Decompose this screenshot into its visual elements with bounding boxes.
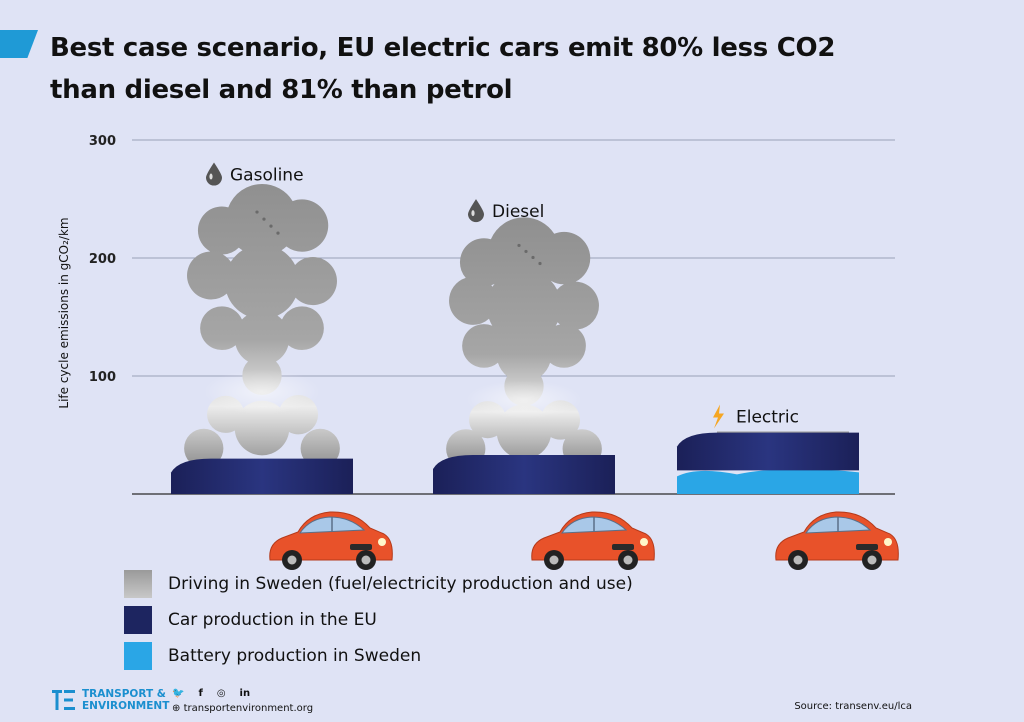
category-label-electric: Electric <box>736 407 799 427</box>
te-logo-icon <box>52 690 75 710</box>
legend-label-battery-production: Battery production in Sweden <box>168 646 422 666</box>
soot-particle <box>524 249 528 254</box>
soot-particle <box>269 224 273 228</box>
driving-emissions-bar-gasoline-fill <box>184 184 340 469</box>
legend-swatch-battery-production <box>124 642 152 670</box>
battery-production-bar-electric <box>677 468 859 494</box>
driving-emissions-bar-gasoline <box>184 184 340 469</box>
source-note: Source: transenv.eu/lca <box>794 701 912 712</box>
legend-item-driving: Driving in Sweden (fuel/electricity prod… <box>124 566 633 602</box>
soot-particle <box>255 210 259 214</box>
fuel-drop-icon <box>206 162 222 186</box>
soot-particle <box>262 217 266 221</box>
brand-line-2: ENVIRONMENT <box>82 700 170 712</box>
legend-label-car-production: Car production in the EU <box>168 610 377 630</box>
title-line-1: Best case scenario, EU electric cars emi… <box>50 33 836 63</box>
website-link[interactable]: ⊕ transportenvironment.org <box>172 703 313 714</box>
twitter-icon[interactable]: 🐦 <box>172 688 185 699</box>
linkedin-icon[interactable]: in <box>239 688 251 699</box>
car-production-bar-diesel <box>433 455 615 494</box>
soot-particle <box>531 255 535 260</box>
te-logo: TRANSPORT & ENVIRONMENT <box>52 688 169 712</box>
driving-emissions-bar-diesel <box>446 217 602 468</box>
category-label-gasoline: Gasoline <box>230 166 304 186</box>
driving-emissions-bar-diesel-glow <box>465 380 583 419</box>
car-illustration-electric <box>775 511 900 571</box>
car-production-bar-gasoline <box>171 458 353 494</box>
page-title: Best case scenario, EU electric cars emi… <box>50 27 950 111</box>
legend-item-car-production: Car production in the EU <box>124 602 633 638</box>
chart-plot-area: 100 200 300 Life cycle emissions in gCO₂/km… <box>57 134 900 571</box>
soot-particle <box>276 231 280 235</box>
y-tick-label: 100 <box>89 370 116 385</box>
driving-emissions-bar-diesel-fill <box>446 217 602 468</box>
car-illustration-diesel <box>531 511 656 571</box>
social-links: 🐦 f ◎ in ⊕ transportenvironment.org <box>172 688 313 714</box>
driving-emissions-bar-gasoline-glow <box>203 369 321 415</box>
y-tick-label: 300 <box>89 134 116 149</box>
legend-item-battery-production: Battery production in Sweden <box>124 638 633 674</box>
instagram-icon[interactable]: ◎ <box>216 688 226 699</box>
soot-particle <box>517 243 521 248</box>
legend-label-driving: Driving in Sweden (fuel/electricity prod… <box>168 574 633 594</box>
car-production-bar-electric <box>677 432 859 471</box>
globe-icon: ⊕ <box>172 703 181 714</box>
y-tick-label: 200 <box>89 252 116 267</box>
legend-swatch-driving <box>124 570 152 598</box>
brand-line-1: TRANSPORT & <box>82 688 166 700</box>
fuel-drop-icon <box>468 199 484 223</box>
car-illustration-gasoline <box>269 511 394 571</box>
title-line-2: than diesel and 81% than petrol <box>50 75 513 105</box>
soot-particle <box>538 261 542 266</box>
y-axis-label: Life cycle emissions in gCO₂/km <box>57 217 71 408</box>
category-label-diesel: Diesel <box>492 202 544 222</box>
facebook-icon[interactable]: f <box>198 688 203 699</box>
lightning-bolt-icon <box>713 404 724 429</box>
website-text: transportenvironment.org <box>183 703 314 714</box>
legend: Driving in Sweden (fuel/electricity prod… <box>124 566 633 674</box>
legend-swatch-car-production <box>124 606 152 634</box>
